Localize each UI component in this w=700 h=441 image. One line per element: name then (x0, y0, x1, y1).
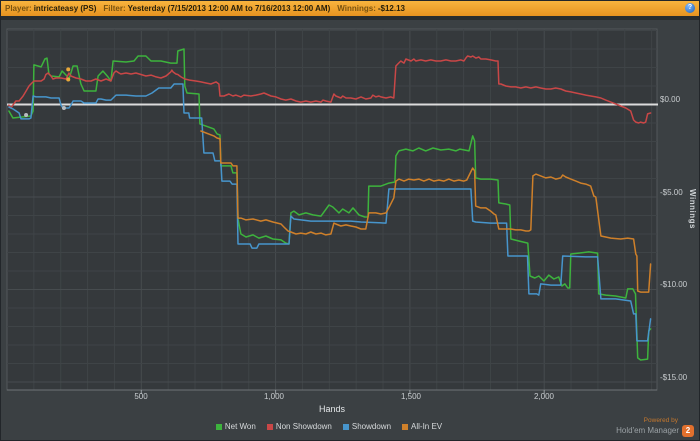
y-tick-m15: -$15.00 (660, 373, 688, 382)
legend-item-showdown[interactable]: Showdown (342, 422, 392, 431)
x-tick-500: 500 (134, 392, 148, 401)
series-all-in-ev (200, 130, 652, 293)
marker-dot (61, 106, 66, 111)
player-value: intricateasy (PS) (33, 4, 97, 13)
legend: Net Won Non Showdown Showdown All-In EV (1, 422, 657, 431)
help-icon[interactable]: ? (685, 3, 695, 13)
x-tick-2000: 2,000 (533, 392, 555, 401)
series-net-won (8, 48, 652, 361)
series-showdown (8, 83, 652, 342)
marker-dot (24, 113, 29, 118)
y-tick-m5: -$5.00 (660, 188, 683, 197)
x-axis-title: Hands (318, 404, 346, 414)
legend-label: All-In EV (411, 422, 443, 431)
legend-item-allin-ev[interactable]: All-In EV (402, 422, 442, 431)
powered-by-block: Powered by Hold'em Manager 2 (616, 417, 694, 437)
filter-value: Yesterday (7/15/2013 12:00 AM to 7/16/20… (127, 4, 331, 13)
y-tick-0: $0.00 (660, 95, 681, 104)
legend-label: Net Won (224, 422, 256, 431)
summary-header-bar: Player: intricateasy (PS) Filter: Yesterday… (1, 1, 699, 16)
filter-label: Filter: (103, 4, 126, 13)
series-non-showdown (8, 55, 652, 124)
allin-ev-swatch-icon (402, 423, 409, 430)
y-tick-m10: -$10.00 (660, 280, 688, 289)
winnings-label: Winnings: (337, 4, 376, 13)
net-won-swatch-icon (215, 423, 222, 430)
brand-name: Hold'em Manager (616, 426, 679, 435)
marker-dot (66, 67, 71, 72)
marker-dot (66, 77, 71, 82)
legend-item-non-showdown[interactable]: Non Showdown (266, 422, 332, 431)
header-divider (1, 16, 699, 20)
legend-item-net-won[interactable]: Net Won (215, 422, 256, 431)
hm2-badge-icon: 2 (682, 425, 694, 437)
legend-label: Non Showdown (275, 422, 332, 431)
winnings-value: -$12.13 (377, 4, 405, 13)
plot-area (6, 28, 658, 391)
showdown-swatch-icon (342, 423, 349, 430)
powered-by-text: Powered by (643, 417, 678, 424)
non-showdown-swatch-icon (266, 423, 273, 430)
legend-label: Showdown (351, 422, 392, 431)
y-axis-title: Winnings (688, 189, 697, 229)
player-label: Player: (5, 4, 32, 13)
x-tick-1500: 1,500 (400, 392, 422, 401)
x-tick-1000: 1,000 (263, 392, 285, 401)
